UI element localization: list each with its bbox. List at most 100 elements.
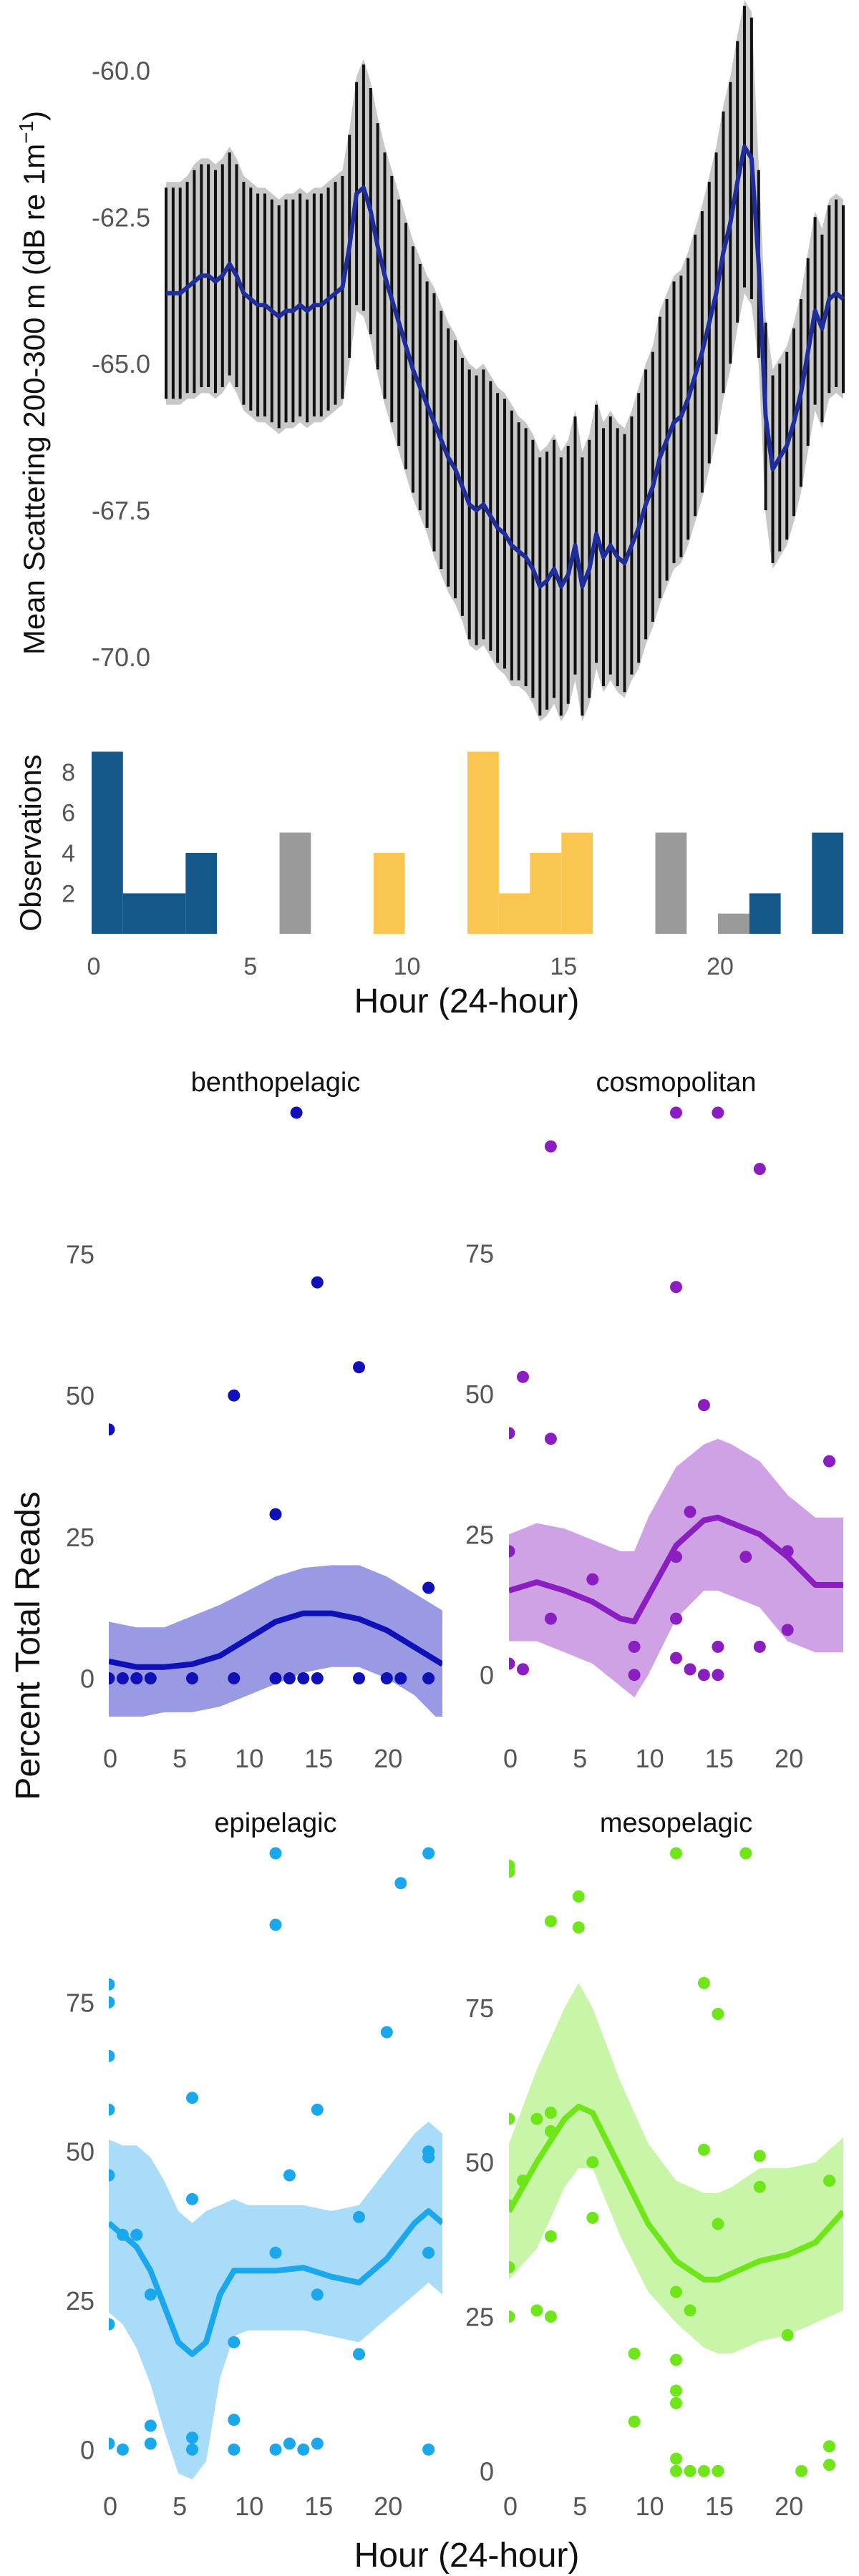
facet-point [712,1640,724,1653]
facet-point [311,2103,324,2116]
facet-point [544,2125,557,2137]
facet-point [144,1672,157,1684]
facet-x-tick-label: 0 [503,2492,518,2521]
facet-point [311,2288,324,2301]
facet-y-tick-label: 0 [80,1664,94,1694]
facet-point [781,2328,794,2341]
facet-point [530,2112,543,2125]
observations-x-tick-label: 10 [394,953,421,980]
facet-y-tick-label: 50 [465,1380,494,1409]
facet-point [311,1276,324,1289]
facet-point [697,1669,710,1682]
observations-y-axis-label: Observations [14,754,47,931]
facet-y-tick-label: 75 [66,1988,94,2017]
facet-y-tick-label: 50 [465,2148,494,2177]
facet-point [530,2304,543,2317]
facet-point [353,2348,365,2361]
facet-point [116,1672,129,1684]
facet-point [712,2464,724,2477]
facet-x-tick-label: 5 [173,2492,187,2521]
scattering-y-tick-label: -60.0 [92,56,150,85]
facet-y-tick-label: 75 [465,1239,494,1268]
facet-point [544,1612,557,1625]
facet-point [670,2452,682,2465]
facet-point [109,1978,115,1991]
observations-x-tick-label: 15 [550,953,577,980]
facet-point [228,2443,241,2456]
scattering-y-tick-label: -67.5 [92,496,150,525]
observation-bar [279,832,311,934]
facet-y-tick-label: 25 [465,1520,494,1549]
facet-point [823,2440,835,2453]
facet-point [509,1865,515,1878]
facet-point [753,2180,766,2193]
facet-point [144,2419,157,2432]
facet-point [394,1877,407,1890]
facet-point [109,1423,115,1436]
facet-point [509,2311,515,2323]
facet-point [670,1281,682,1294]
facet-point [186,2192,198,2205]
observation-bar [92,751,123,934]
facet-point [509,2261,515,2273]
facet-point [670,1551,682,1563]
facet-point [509,1657,515,1670]
facet-point [269,2443,282,2456]
facet-point [130,2228,143,2241]
facet-y-tick-label: 0 [80,2435,94,2464]
scattering-y-axis-label: Mean Scattering 200-300 m (dB re 1m−1) [15,111,51,655]
facet-title: mesopelagic [600,1808,752,1838]
facet-point [739,1847,752,1860]
observations-x-tick-label: 5 [243,953,257,980]
facet-ci-ribbon [509,1983,843,2354]
observation-bar [185,852,218,934]
facet-point [712,2218,724,2230]
scattering-y-tick-label: -70.0 [92,643,150,672]
percent-reads-y-axis-label: Percent Total Reads [9,1491,47,1800]
facet-point [712,1669,724,1682]
facet-point [509,1545,515,1558]
facet-point [544,2107,557,2119]
percent-reads-x-axis-label: Hour (24-hour) [354,2537,580,2575]
facet-x-tick-label: 10 [636,2492,664,2521]
facet-point [781,1545,794,1558]
facet-point [697,1976,710,1989]
facet-point [283,1672,296,1684]
facet-point [509,2199,515,2212]
facet-point [422,2246,435,2259]
facet-point [670,2464,682,2477]
facet-x-tick-label: 10 [235,2492,263,2521]
facet-x-tick-label: 10 [235,1744,263,1773]
facet-y-tick-label: 25 [66,1523,94,1552]
facet-title: epipelagic [214,1808,336,1838]
facet-x-tick-label: 15 [705,2492,734,2521]
facet-x-tick-label: 20 [374,2492,402,2521]
ylabel-main: Mean Scattering 200-300 m (dB re 1m [17,144,51,655]
facet-point [509,1427,515,1440]
facet-title: benthopelagic [191,1068,361,1098]
observation-bar [122,893,155,934]
facet-point [544,2230,557,2243]
facet-point [712,2008,724,2020]
facet-epipelagic: epipelagic 0 25 50 75 0 5 10 15 20 [66,1808,442,2521]
observations-y-tick-label: 4 [62,840,75,867]
facet-point [380,2026,393,2039]
facet-point [116,2443,129,2456]
facet-point [269,1847,282,1860]
facet-point [684,2304,697,2317]
ylabel-superscript: −1 [15,121,37,144]
facet-point [109,1672,115,1684]
facet-point [109,2049,115,2062]
facet-point [109,2318,115,2331]
observation-bar [530,852,562,934]
facet-point [628,1669,641,1682]
facet-point [628,1640,641,1653]
facet-point [739,1551,752,1563]
facet-fit-line [109,1610,442,1670]
observations-y-tick-label: 2 [62,880,75,907]
facet-point [670,2285,682,2298]
facet-point [186,2431,198,2444]
facet-point [697,1399,710,1412]
facet-point [394,1672,407,1684]
facet-mesopelagic: mesopelagic 0 25 50 75 0 5 10 15 20 [465,1808,843,2521]
